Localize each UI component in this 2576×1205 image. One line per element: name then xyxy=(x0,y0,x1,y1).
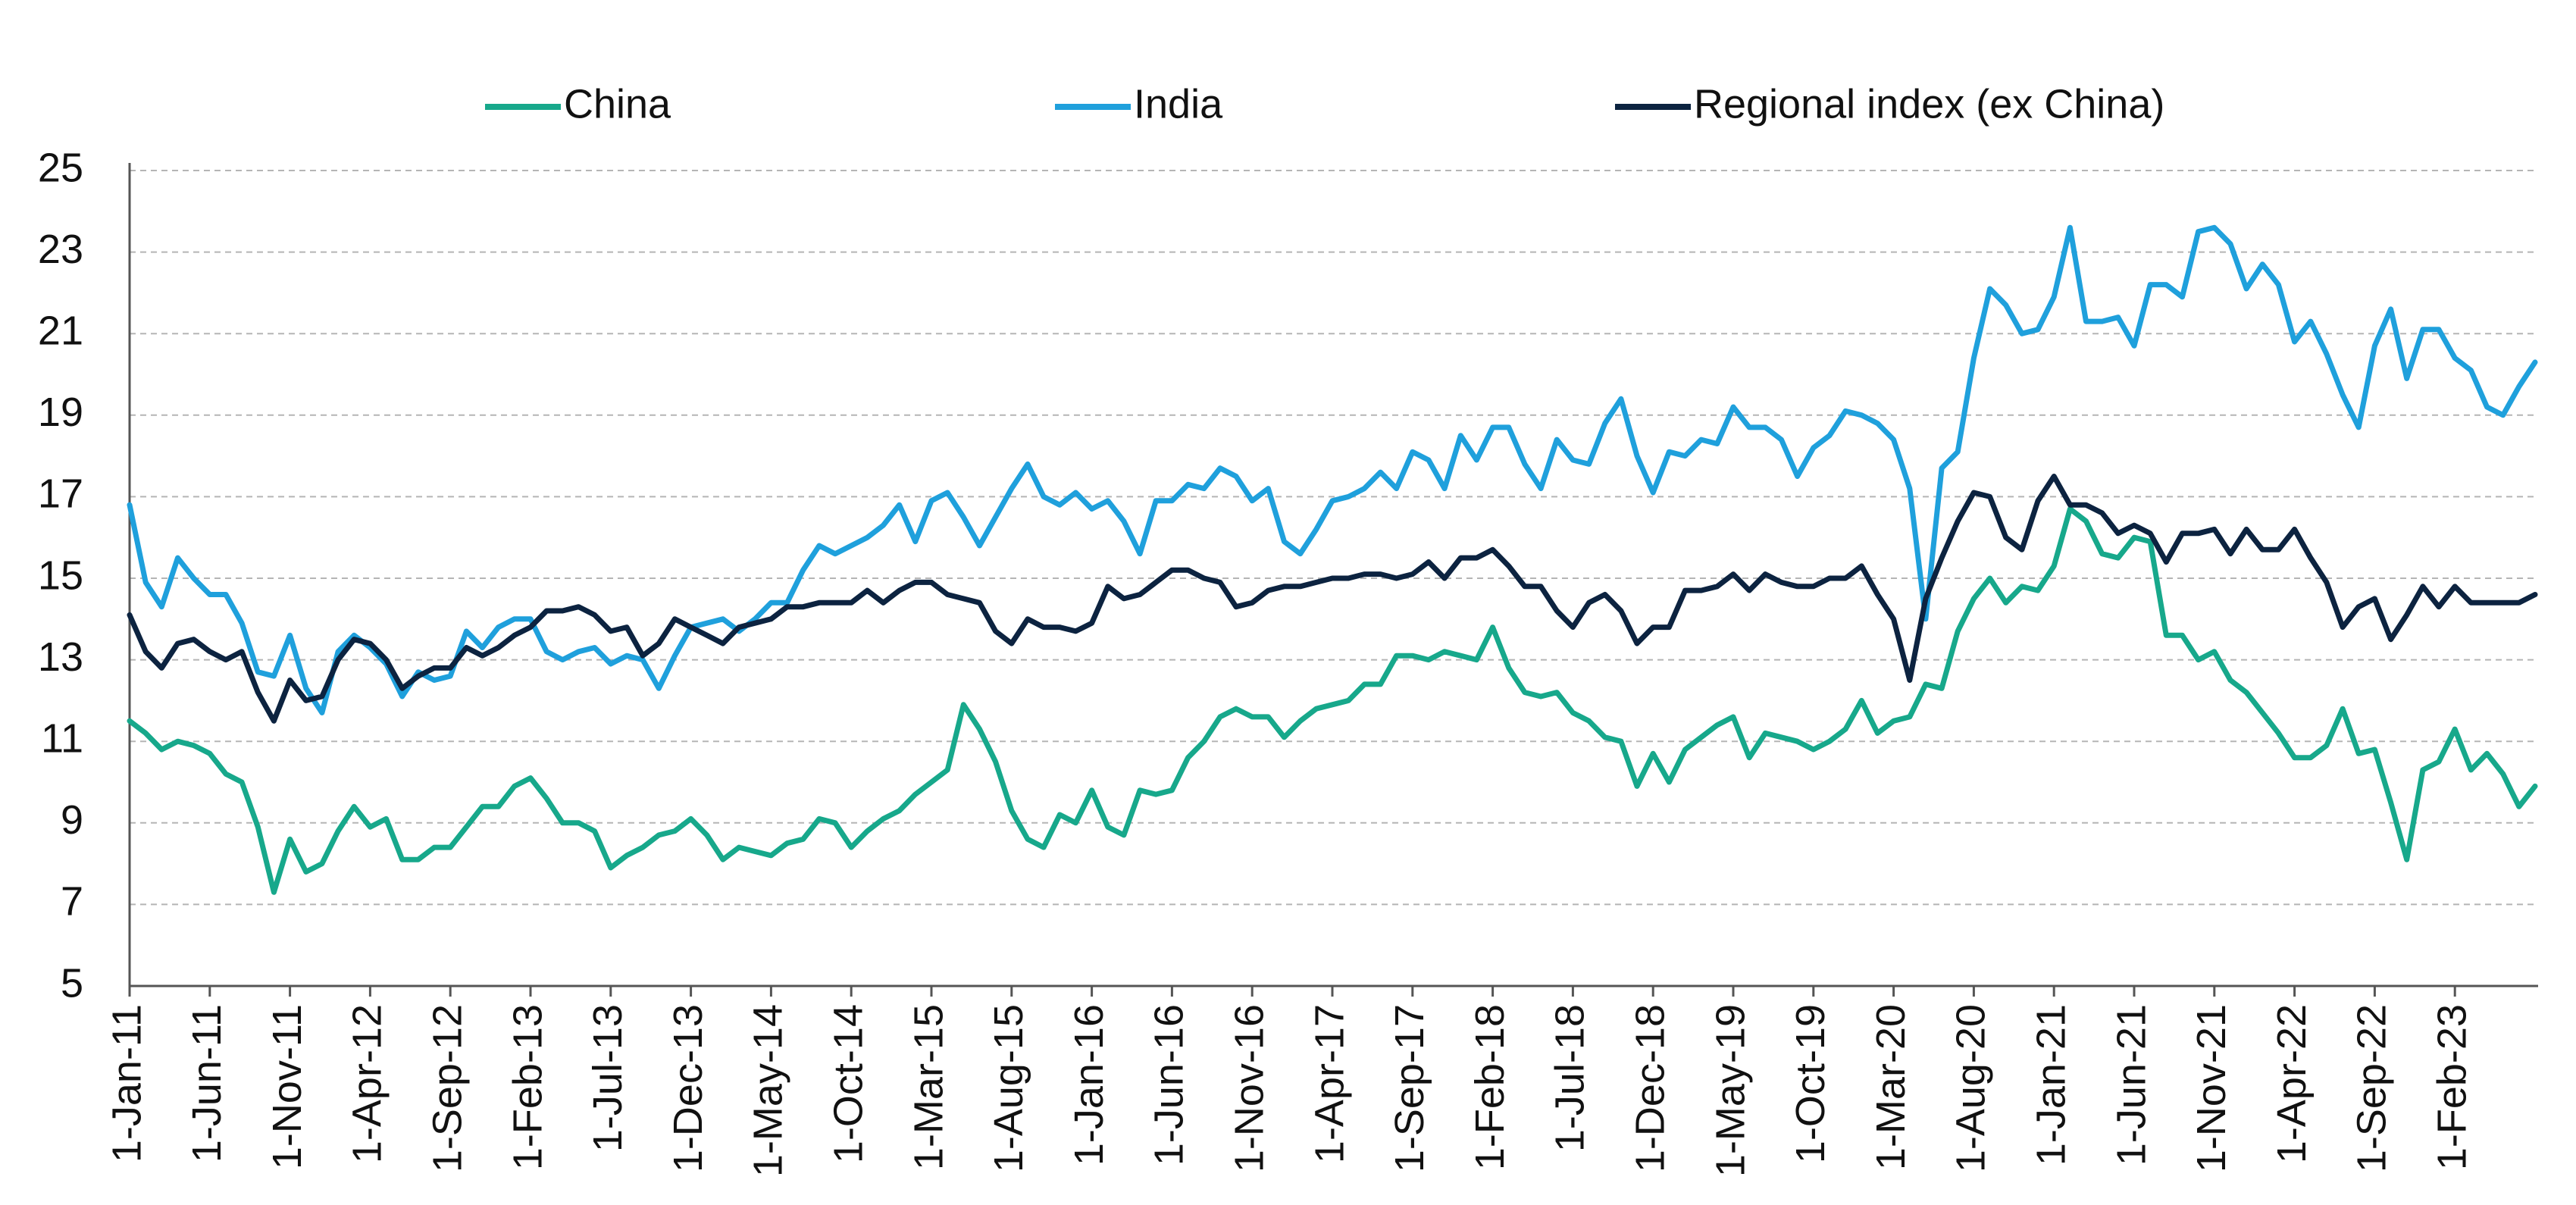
x-tick-label: 1-Jan-16 xyxy=(1066,1004,1112,1166)
x-tick-label: 1-Sep-22 xyxy=(2349,1004,2395,1172)
x-tick-label: 1-Oct-14 xyxy=(825,1004,871,1163)
x-tick-label: 1-Sep-12 xyxy=(424,1004,470,1172)
y-tick-label: 19 xyxy=(38,390,83,435)
y-tick-label: 11 xyxy=(41,715,83,761)
x-tick-label: 1-Jan-21 xyxy=(2028,1004,2074,1166)
y-tick-label: 21 xyxy=(38,308,83,353)
y-tick-label: 15 xyxy=(38,552,83,598)
legend-label: Regional index (ex China) xyxy=(1694,81,2164,127)
x-tick-label: 1-Dec-18 xyxy=(1627,1004,1673,1172)
x-tick-label: 1-Jun-11 xyxy=(184,1004,230,1163)
x-tick-label: 1-Jul-18 xyxy=(1548,1004,1593,1152)
y-tick-label: 17 xyxy=(38,471,83,517)
x-tick-label: 1-Feb-13 xyxy=(505,1004,550,1170)
x-tick-label: 1-Dec-13 xyxy=(665,1004,711,1172)
x-tick-label: 1-Oct-19 xyxy=(1788,1004,1833,1163)
x-tick-label: 1-Nov-16 xyxy=(1226,1004,1272,1172)
x-tick-label: 1-Apr-12 xyxy=(345,1004,390,1163)
x-tick-label: 1-Mar-15 xyxy=(906,1004,951,1170)
x-tick-label: 1-Aug-15 xyxy=(986,1004,1031,1172)
y-tick-label: 25 xyxy=(38,145,83,190)
x-tick-label: 1-May-19 xyxy=(1707,1004,1753,1177)
x-tick-label: 1-Nov-21 xyxy=(2189,1004,2234,1172)
x-tick-label: 1-May-14 xyxy=(746,1004,791,1177)
series-line xyxy=(127,506,2538,895)
series-line xyxy=(127,224,2538,715)
legend-label: India xyxy=(1134,81,1223,127)
x-tick-label: 1-Jun-21 xyxy=(2108,1004,2154,1166)
x-tick-label: 1-Jul-13 xyxy=(585,1004,631,1152)
x-tick-label: 1-Jan-11 xyxy=(104,1004,149,1163)
x-tick-label: 1-Aug-20 xyxy=(1948,1004,1994,1172)
x-tick-label: 1-Mar-20 xyxy=(1868,1004,1914,1170)
x-tick-label: 1-Apr-17 xyxy=(1307,1004,1352,1163)
y-tick-label: 7 xyxy=(61,879,83,925)
series-line xyxy=(127,474,2538,724)
y-tick-label: 23 xyxy=(38,227,83,272)
y-tick-label: 13 xyxy=(38,634,83,680)
x-tick-label: 1-Apr-22 xyxy=(2269,1004,2315,1163)
x-tick-label: 1-Sep-17 xyxy=(1387,1004,1432,1172)
x-tick-label: 1-Nov-11 xyxy=(264,1004,310,1169)
legend-label: China xyxy=(564,81,671,127)
y-tick-label: 9 xyxy=(61,797,83,843)
x-tick-label: 1-Jun-16 xyxy=(1147,1004,1192,1166)
x-tick-label: 1-Feb-18 xyxy=(1467,1004,1513,1170)
y-tick-label: 5 xyxy=(61,960,83,1006)
x-tick-label: 1-Feb-23 xyxy=(2429,1004,2474,1170)
